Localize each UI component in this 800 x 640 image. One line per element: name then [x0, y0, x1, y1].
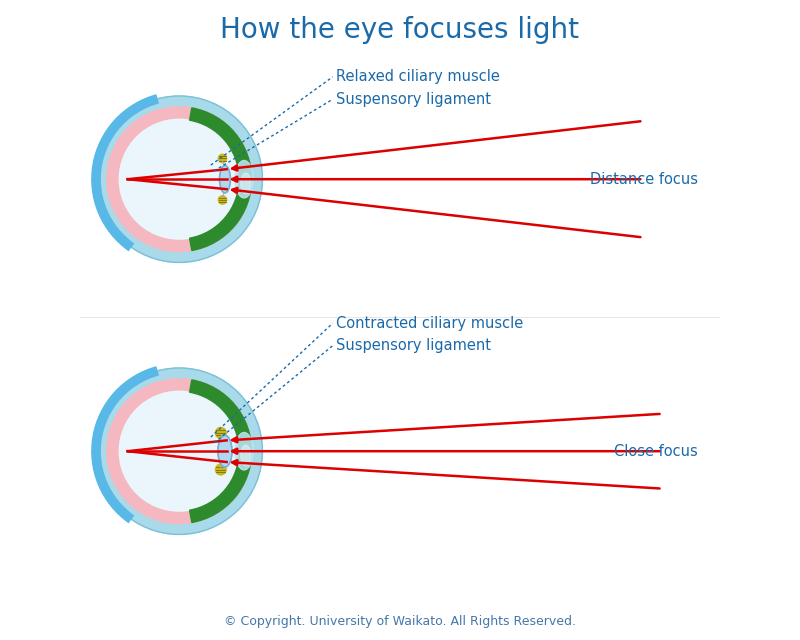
Ellipse shape: [215, 428, 226, 438]
Ellipse shape: [218, 435, 232, 467]
Text: Distance focus: Distance focus: [590, 172, 698, 187]
Ellipse shape: [218, 196, 226, 204]
Circle shape: [119, 119, 239, 239]
Wedge shape: [190, 380, 251, 522]
Text: © Copyright. University of Waikato. All Rights Reserved.: © Copyright. University of Waikato. All …: [224, 616, 576, 628]
Text: Suspensory ligament: Suspensory ligament: [336, 92, 491, 107]
Ellipse shape: [218, 154, 226, 163]
Ellipse shape: [235, 161, 254, 198]
Ellipse shape: [235, 433, 254, 470]
Circle shape: [119, 391, 239, 511]
Text: Suspensory ligament: Suspensory ligament: [336, 338, 491, 353]
Circle shape: [96, 96, 262, 262]
Ellipse shape: [219, 166, 230, 193]
Circle shape: [107, 107, 251, 252]
Text: How the eye focuses light: How the eye focuses light: [221, 16, 579, 44]
Ellipse shape: [241, 445, 250, 466]
Wedge shape: [190, 108, 251, 250]
Ellipse shape: [241, 173, 250, 194]
Circle shape: [96, 368, 262, 534]
Text: Contracted ciliary muscle: Contracted ciliary muscle: [336, 316, 523, 331]
Text: Relaxed ciliary muscle: Relaxed ciliary muscle: [336, 69, 500, 84]
Ellipse shape: [215, 464, 226, 475]
Circle shape: [107, 379, 251, 524]
Text: Close focus: Close focus: [614, 444, 698, 459]
